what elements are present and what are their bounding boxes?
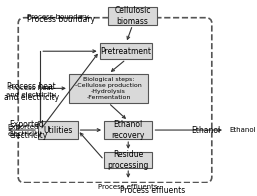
FancyBboxPatch shape: [100, 43, 152, 59]
Text: Process boundary: Process boundary: [27, 14, 89, 20]
Text: Ethanol
recovery: Ethanol recovery: [112, 120, 145, 140]
Text: Biological steps:
-Cellulose production
-Hydrolysis
-Fermentation: Biological steps: -Cellulose production …: [75, 77, 142, 100]
FancyBboxPatch shape: [104, 152, 152, 168]
Text: Exported
electricity: Exported electricity: [10, 120, 48, 140]
Text: Residue
processing: Residue processing: [107, 150, 149, 170]
FancyBboxPatch shape: [69, 74, 148, 103]
Text: Process heat
and electricity: Process heat and electricity: [6, 85, 57, 99]
Text: Exported
electricity: Exported electricity: [7, 123, 42, 137]
FancyBboxPatch shape: [104, 121, 152, 139]
Text: Process heat
and electricity: Process heat and electricity: [4, 82, 59, 102]
Text: Process effluents: Process effluents: [120, 186, 185, 195]
Text: Ethanol: Ethanol: [191, 126, 221, 134]
Text: Utilities: Utilities: [43, 126, 72, 134]
Text: Process boundary: Process boundary: [27, 15, 95, 24]
FancyBboxPatch shape: [38, 121, 78, 139]
Text: Ethanol: Ethanol: [230, 127, 256, 133]
FancyBboxPatch shape: [108, 7, 157, 25]
Text: Pretreatment: Pretreatment: [100, 47, 152, 56]
Text: Process effluents: Process effluents: [98, 184, 158, 190]
Text: Cellulosic
biomass: Cellulosic biomass: [114, 6, 151, 26]
